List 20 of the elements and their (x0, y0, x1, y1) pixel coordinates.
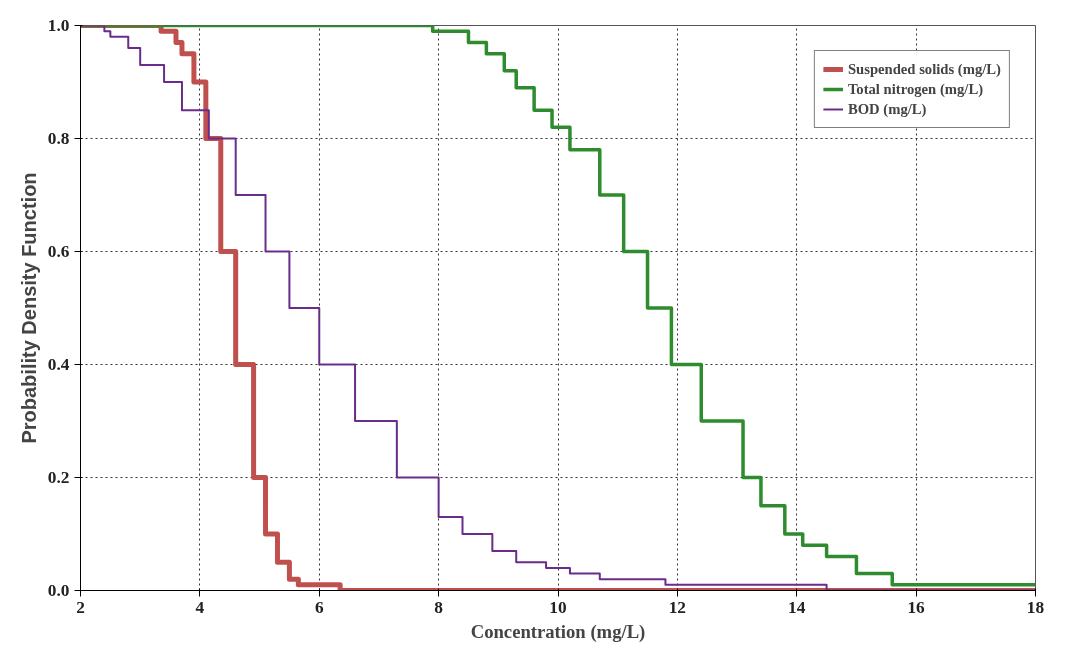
x-tick-label: 10 (549, 597, 567, 617)
legend-label: BOD (mg/L) (847, 100, 927, 118)
x-tick-label: 4 (195, 597, 205, 617)
x-tick-label: 6 (314, 597, 324, 617)
y-tick-label: 0.2 (47, 468, 70, 487)
y-tick-label: 0.8 (47, 129, 70, 148)
y-tick-label: 1.0 (47, 16, 70, 35)
x-tick-label: 16 (907, 597, 926, 617)
y-tick-label: 0.6 (47, 242, 70, 261)
y-axis-title: Probability Density Function (17, 172, 40, 444)
x-tick-label: 2 (76, 597, 85, 617)
y-tick-label: 0.0 (47, 581, 70, 600)
legend-label: Total nitrogen (mg/L) (847, 80, 984, 98)
x-tick-label: 14 (788, 597, 806, 617)
x-tick-label: 18 (1026, 597, 1045, 617)
x-axis-title: Concentration (mg/L) (470, 620, 646, 643)
x-tick-label: 8 (434, 597, 444, 617)
y-tick-label: 0.4 (47, 355, 70, 374)
x-tick-label: 12 (668, 597, 687, 617)
legend-label: Suspended solids (mg/L) (847, 60, 1001, 78)
